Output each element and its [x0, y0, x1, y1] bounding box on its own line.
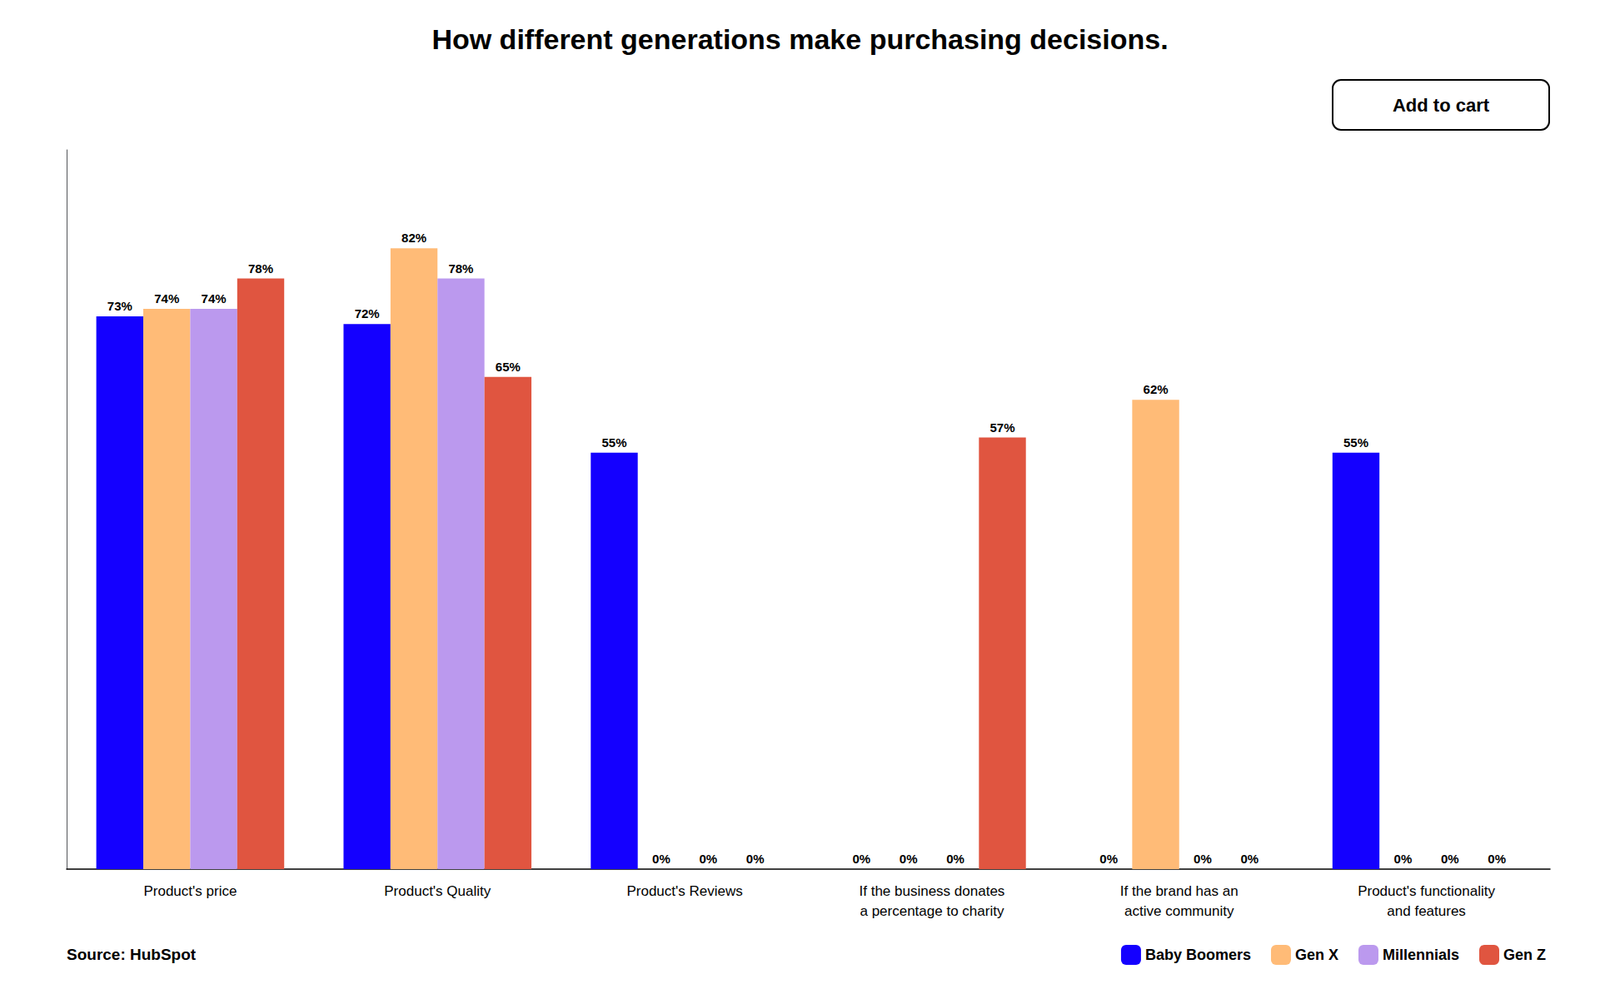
svg-text:active community: active community	[1124, 903, 1235, 920]
svg-text:Baby Boomers: Baby Boomers	[1145, 947, 1252, 964]
svg-text:0%: 0%	[899, 852, 918, 867]
svg-text:0%: 0%	[946, 852, 965, 867]
svg-text:62%: 62%	[1143, 382, 1169, 397]
svg-text:If the business donates: If the business donates	[858, 883, 1005, 900]
svg-text:Add to cart: Add to cart	[1392, 94, 1491, 116]
svg-text:0%: 0%	[1241, 852, 1260, 867]
svg-text:How different generations make: How different generations make purchasin…	[431, 23, 1168, 55]
svg-text:74%: 74%	[201, 291, 227, 306]
svg-text:Gen X: Gen X	[1295, 947, 1339, 964]
svg-text:0%: 0%	[1394, 852, 1413, 867]
svg-text:0%: 0%	[1487, 852, 1506, 867]
svg-text:0%: 0%	[1099, 852, 1118, 867]
svg-text:Gen Z: Gen Z	[1503, 947, 1546, 964]
svg-text:78%: 78%	[448, 261, 474, 276]
svg-text:Product's Quality: Product's Quality	[383, 883, 491, 900]
svg-text:Product's Reviews: Product's Reviews	[626, 883, 743, 900]
svg-text:0%: 0%	[1193, 852, 1212, 867]
svg-text:78%: 78%	[248, 261, 274, 276]
svg-text:55%: 55%	[601, 435, 627, 450]
svg-text:and features: and features	[1386, 903, 1466, 920]
svg-text:Millennials: Millennials	[1382, 947, 1460, 964]
svg-text:57%: 57%	[989, 420, 1015, 435]
svg-text:Source: HubSpot: Source: HubSpot	[66, 946, 197, 964]
svg-text:82%: 82%	[401, 230, 427, 245]
svg-text:0%: 0%	[746, 852, 765, 867]
svg-text:72%: 72%	[354, 306, 380, 321]
svg-text:65%: 65%	[495, 359, 521, 374]
svg-text:74%: 74%	[154, 291, 180, 306]
svg-text:Product's price: Product's price	[143, 883, 237, 900]
svg-text:55%: 55%	[1343, 435, 1369, 450]
svg-text:0%: 0%	[698, 852, 718, 867]
svg-text:0%: 0%	[652, 852, 671, 867]
svg-text:0%: 0%	[852, 852, 871, 867]
svg-text:Product's functionality: Product's functionality	[1357, 883, 1496, 900]
svg-text:If the brand has an: If the brand has an	[1120, 883, 1239, 900]
svg-text:73%: 73%	[107, 299, 133, 314]
svg-text:0%: 0%	[1440, 852, 1460, 867]
svg-text:a percentage to charity: a percentage to charity	[859, 903, 1004, 920]
